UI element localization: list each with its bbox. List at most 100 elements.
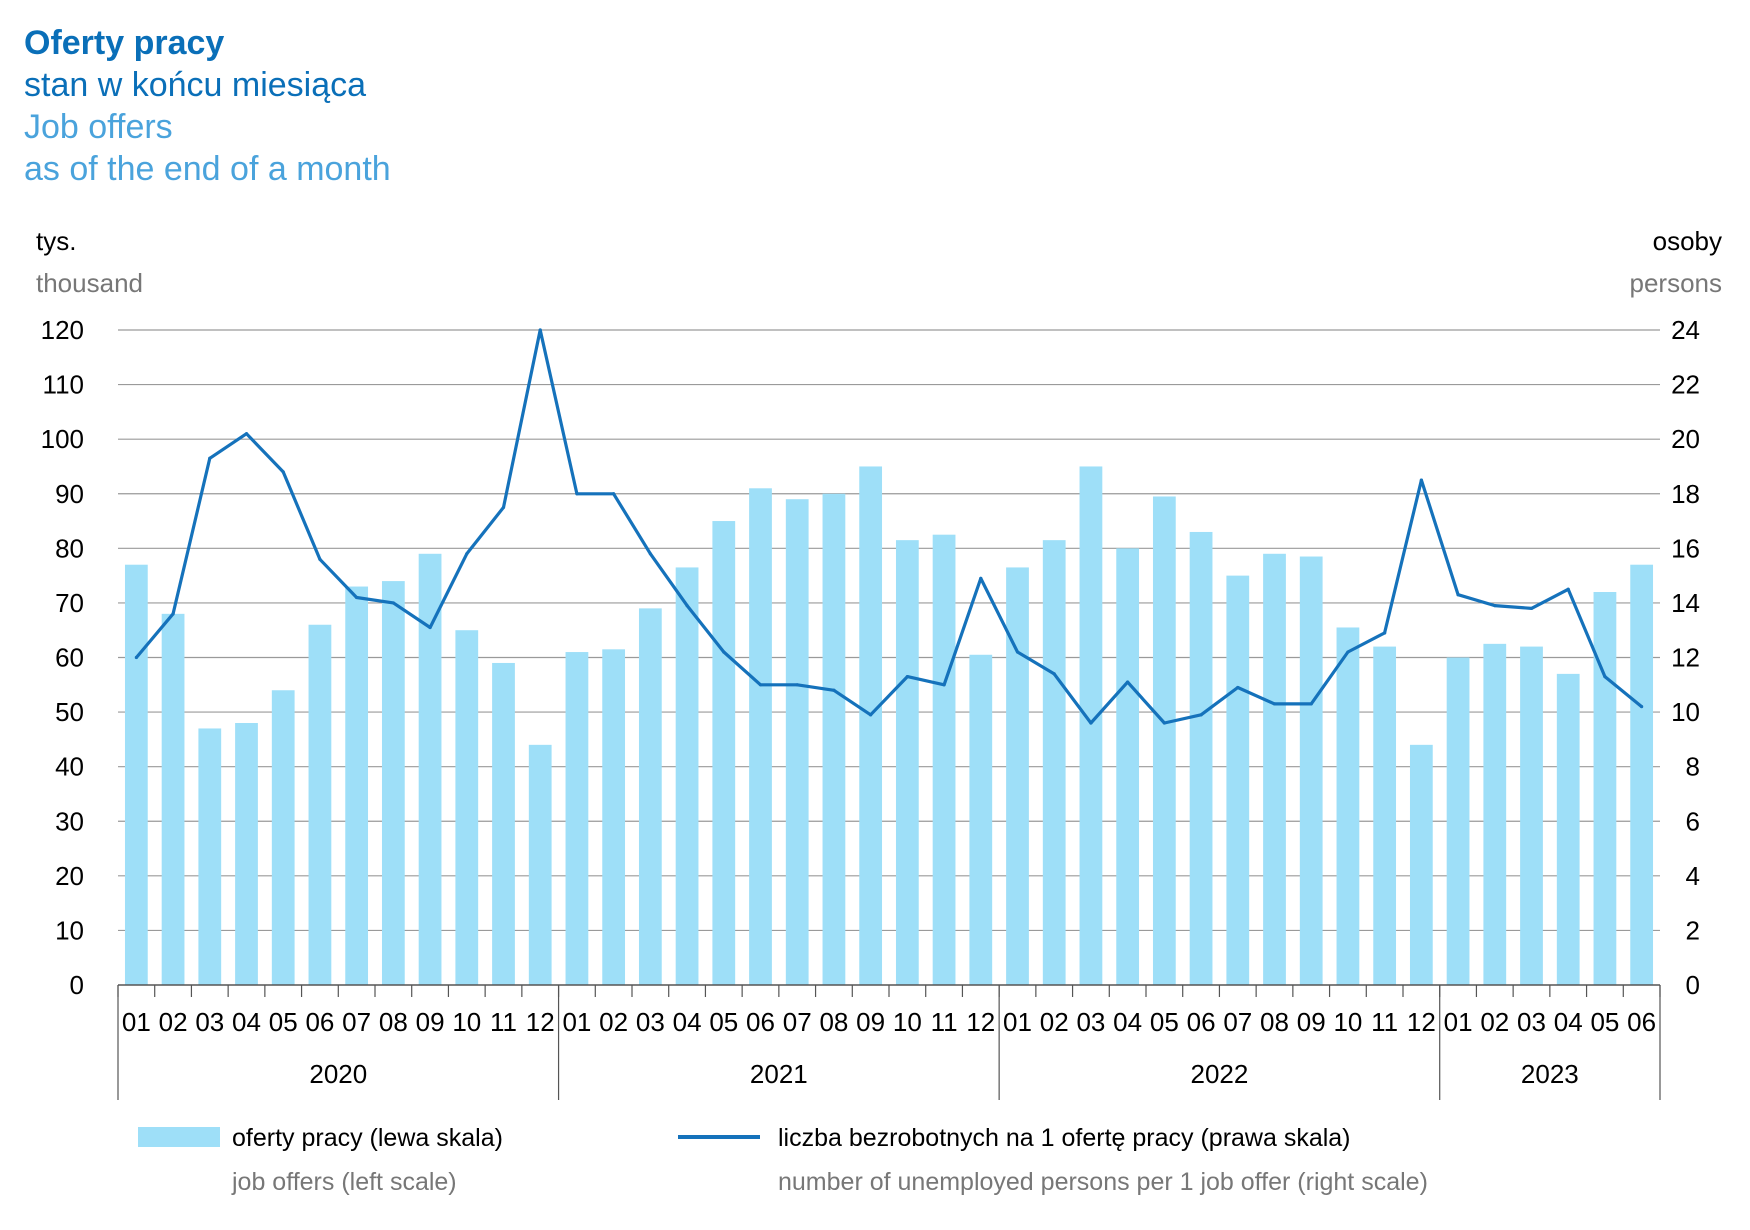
- line-point: [1603, 675, 1607, 679]
- bar: [602, 649, 626, 985]
- bar: [345, 586, 369, 985]
- bar: [1483, 643, 1507, 985]
- line-point: [1015, 650, 1020, 654]
- bar: [492, 662, 515, 985]
- line-point: [1126, 680, 1130, 684]
- bar: [638, 608, 662, 985]
- year-label: 2022: [1191, 1059, 1249, 1089]
- x-tick-label: 05: [709, 1007, 738, 1037]
- year-label: 2021: [750, 1059, 808, 1089]
- chart-subtitle-pl: stan w końcu miesiąca: [24, 66, 367, 104]
- bar-series: [124, 466, 1654, 985]
- line-point: [501, 505, 506, 509]
- bar: [308, 624, 332, 985]
- x-tick-label: 05: [1150, 1007, 1179, 1037]
- line-point: [1640, 705, 1644, 709]
- bar: [381, 581, 405, 985]
- line-point: [832, 688, 836, 692]
- line-point: [428, 625, 432, 630]
- x-tick-label: 03: [195, 1007, 224, 1037]
- line-point: [1309, 702, 1313, 706]
- y-left-tick-label: 0: [70, 970, 84, 1000]
- y-left-tick-label: 110: [43, 370, 84, 400]
- bar: [859, 466, 883, 985]
- gridlines: [118, 329, 1660, 932]
- bar: [1152, 496, 1176, 985]
- y-left-tick-label: 20: [55, 861, 84, 891]
- line-point: [942, 683, 946, 687]
- y-right-tick-label: 22: [1671, 370, 1700, 400]
- x-tick-label: 11: [931, 1007, 958, 1037]
- legend-bars-label-pl: oferty pracy (lewa skala): [232, 1124, 503, 1152]
- y-right-tick-label: 4: [1686, 861, 1700, 891]
- y-right-tick-label: 10: [1671, 697, 1700, 727]
- x-tick-label: 01: [122, 1007, 151, 1037]
- x-tick-label: 06: [305, 1007, 334, 1037]
- x-tick-label: 08: [819, 1007, 848, 1037]
- line-point: [1493, 604, 1497, 608]
- line-point: [208, 456, 212, 460]
- bar: [235, 723, 258, 985]
- line-point: [171, 612, 175, 616]
- right-unit-pl: osoby: [1653, 226, 1722, 256]
- line-point: [1272, 702, 1277, 706]
- bar: [528, 744, 552, 985]
- bar: [1042, 540, 1066, 985]
- legend: oferty pracy (lewa skala) job offers (le…: [138, 1124, 1428, 1196]
- bar: [932, 534, 956, 985]
- legend-line-label-en: number of unemployed persons per 1 job o…: [778, 1168, 1428, 1196]
- y-left-tick-label: 80: [55, 533, 84, 563]
- y-right-tick-label: 18: [1671, 479, 1700, 509]
- line-point: [1162, 721, 1166, 725]
- bar: [969, 654, 993, 985]
- y-left-tick-label: 10: [55, 915, 84, 945]
- bar: [749, 488, 772, 985]
- x-tick-label: 12: [966, 1007, 995, 1037]
- year-label: 2020: [309, 1059, 367, 1089]
- bar: [712, 521, 736, 985]
- line-point: [134, 655, 138, 660]
- bar: [455, 630, 479, 985]
- line-point: [281, 470, 285, 474]
- bar: [1520, 646, 1543, 985]
- x-tick-label: 04: [1113, 1007, 1142, 1037]
- right-unit-en: persons: [1630, 268, 1723, 298]
- line-point: [1566, 587, 1570, 591]
- line-series: [134, 328, 1644, 725]
- bar: [1226, 575, 1250, 985]
- y-left-tick-label: 30: [55, 806, 84, 836]
- x-tick-label: 04: [232, 1007, 261, 1037]
- chart-title-en: Job offers: [24, 108, 173, 146]
- line-point: [318, 557, 322, 561]
- bar: [1630, 564, 1654, 985]
- y-left-tick-label: 120: [41, 315, 84, 345]
- bar: [1189, 531, 1213, 985]
- x-tick-label: 02: [1040, 1007, 1069, 1037]
- line-point: [685, 604, 689, 608]
- y-left-tick-label: 60: [55, 643, 84, 673]
- line-point: [465, 552, 469, 556]
- line-point: [244, 432, 249, 436]
- x-tick-label: 01: [1444, 1007, 1473, 1037]
- x-tick-label: 04: [1554, 1007, 1583, 1037]
- bar: [822, 493, 846, 985]
- line-point: [391, 601, 395, 605]
- chart-title-pl: Oferty pracy: [24, 24, 225, 62]
- line-point: [869, 713, 873, 717]
- line-point: [1383, 631, 1387, 635]
- y-left-tick-label: 70: [55, 588, 84, 618]
- bar: [565, 652, 589, 985]
- bar: [418, 553, 442, 985]
- line-point: [905, 675, 909, 679]
- y-right-tick-label: 12: [1671, 643, 1700, 673]
- x-tick-label: 03: [1076, 1007, 1105, 1037]
- x-tick-label: 06: [1627, 1007, 1656, 1037]
- x-tick-label: 01: [1003, 1007, 1032, 1037]
- bar: [1263, 553, 1286, 985]
- bar: [1336, 627, 1360, 985]
- x-tick-label: 03: [636, 1007, 665, 1037]
- x-tick-label: 01: [562, 1007, 591, 1037]
- x-tick-label: 08: [1260, 1007, 1289, 1037]
- bar: [271, 690, 295, 985]
